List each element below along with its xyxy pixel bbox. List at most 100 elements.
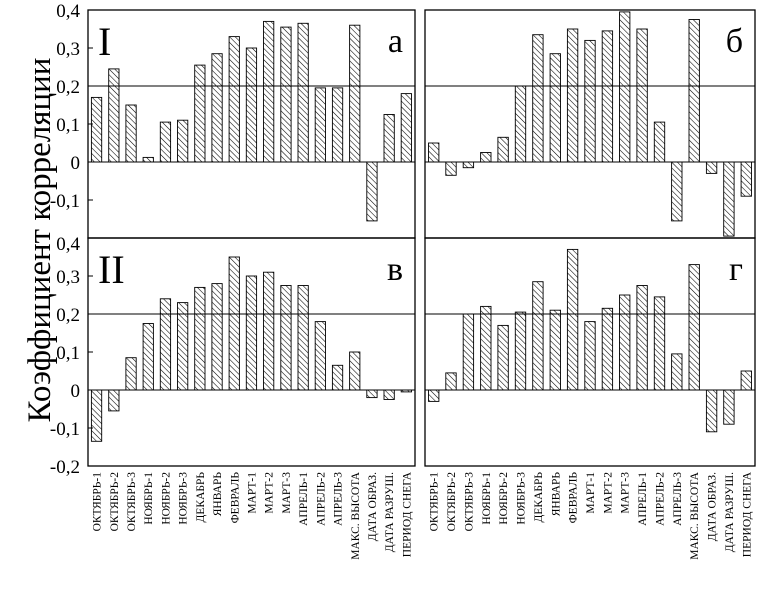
bar — [142, 323, 154, 391]
bar — [549, 309, 561, 391]
category-label: МАРТ-3 — [281, 472, 293, 514]
bar — [263, 20, 275, 163]
y-tick-label: 0 — [71, 381, 81, 402]
category-label: ОКТЯБРЬ-1 — [92, 472, 104, 532]
bar — [280, 26, 292, 163]
bar — [125, 357, 137, 391]
y-tick-label: 0,1 — [56, 343, 80, 364]
bar — [159, 121, 172, 163]
category-label: МАРТ-2 — [602, 472, 614, 514]
bar — [194, 286, 206, 391]
bar — [497, 136, 509, 163]
bar — [428, 389, 440, 402]
category-label: ПЕРИОД СНЕГА — [401, 471, 413, 557]
bar — [584, 39, 596, 163]
bar — [514, 85, 527, 163]
category-label: ЯНВАРЬ — [212, 472, 224, 517]
bar — [514, 311, 527, 391]
category-label: НОЯБРЬ-1 — [481, 472, 493, 525]
panel-letter: а — [388, 23, 403, 60]
chart-panel-4: г — [424, 237, 756, 467]
y-tick-label: 0,2 — [56, 305, 80, 326]
bar — [349, 24, 361, 163]
bar — [723, 389, 735, 425]
bar — [462, 161, 475, 169]
bar — [445, 161, 457, 176]
bar — [400, 93, 412, 163]
category-label: АПРЕЛЬ-1 — [298, 472, 310, 526]
category-label: ЯНВАРЬ — [550, 472, 562, 517]
y-tick-label: -0,1 — [50, 419, 80, 440]
bar — [366, 389, 378, 399]
bar — [194, 64, 206, 163]
category-label: ДАТА ОБРАЗ. — [707, 472, 719, 541]
category-label: ОКТЯБРЬ-3 — [463, 472, 475, 532]
bar — [177, 302, 189, 391]
category-label: АПРЕЛЬ-1 — [637, 472, 649, 526]
category-label: МАРТ-1 — [247, 472, 259, 514]
bar — [584, 321, 596, 391]
bar — [671, 353, 683, 391]
bar — [636, 285, 648, 391]
bar — [566, 248, 579, 391]
bar — [480, 152, 492, 163]
category-label: ОКТЯБРЬ-3 — [126, 472, 138, 532]
category-label: ДЕКАБРЬ — [195, 472, 207, 523]
category-label: АПРЕЛЬ-3 — [672, 472, 684, 526]
bar — [142, 156, 154, 163]
y-axis-label: Коэффициент корреляции — [22, 58, 58, 423]
category-label: НОЯБРЬ-3 — [178, 472, 190, 525]
category-label: АПРЕЛЬ-3 — [333, 472, 345, 526]
y-tick-label: 0,4 — [56, 1, 80, 22]
bar — [280, 285, 292, 391]
bar — [740, 370, 752, 391]
y-tick-label: -0,2 — [50, 457, 80, 478]
bar — [480, 305, 492, 391]
bar — [108, 389, 120, 412]
category-label: АПРЕЛЬ-2 — [315, 472, 327, 526]
category-label: ФЕВРАЛЬ — [568, 472, 580, 524]
category-label: АПРЕЛЬ-2 — [655, 472, 667, 526]
panel-letter: б — [726, 23, 743, 60]
bar — [705, 161, 718, 174]
bar — [532, 281, 544, 391]
category-labels: ОКТЯБРЬ-1 ОКТЯБРЬ-2 ОКТЯБРЬ-3 НОЯБРЬ-1 НОЯБР… — [92, 471, 754, 559]
bar — [705, 389, 718, 433]
panel-letter: г — [729, 251, 743, 288]
y-tick-label: 0,1 — [56, 115, 80, 136]
bar — [671, 161, 683, 222]
bar — [636, 28, 648, 163]
y-tick-label: 0,3 — [56, 39, 80, 60]
bar — [366, 161, 378, 222]
y-tick-label: 0,4 — [56, 234, 80, 255]
bar — [445, 372, 457, 391]
category-label: ДАТА ОБРАЗ. — [367, 472, 379, 541]
category-label: МАРТ-2 — [264, 472, 276, 514]
bar — [688, 19, 700, 163]
bar — [331, 87, 344, 163]
bar — [297, 22, 309, 163]
bar — [653, 121, 666, 163]
bar — [497, 324, 509, 391]
category-label: ОКТЯБРЬ-2 — [109, 472, 121, 532]
bar — [601, 307, 614, 391]
category-label: НОЯБРЬ-3 — [516, 472, 528, 525]
bar — [125, 104, 137, 163]
bar — [159, 298, 172, 391]
bar — [245, 275, 258, 391]
bar — [228, 36, 240, 163]
category-label: ОКТЯБРЬ-1 — [429, 472, 441, 532]
row-label: II — [98, 247, 125, 292]
bar — [723, 161, 735, 237]
bar — [331, 364, 344, 391]
bar — [90, 96, 103, 163]
category-label: МАРТ-3 — [620, 472, 632, 514]
bar — [740, 161, 752, 197]
bar — [532, 34, 544, 163]
bar — [228, 256, 240, 391]
bar — [383, 389, 395, 400]
category-label: МАРТ-1 — [585, 472, 597, 514]
bar — [428, 142, 440, 163]
y-tick-labels: 0,4 0,3 0,2 0,1 0 -0,1 0,4 0,3 0,2 0,1 0 -0,1 -0,2 — [50, 1, 93, 478]
